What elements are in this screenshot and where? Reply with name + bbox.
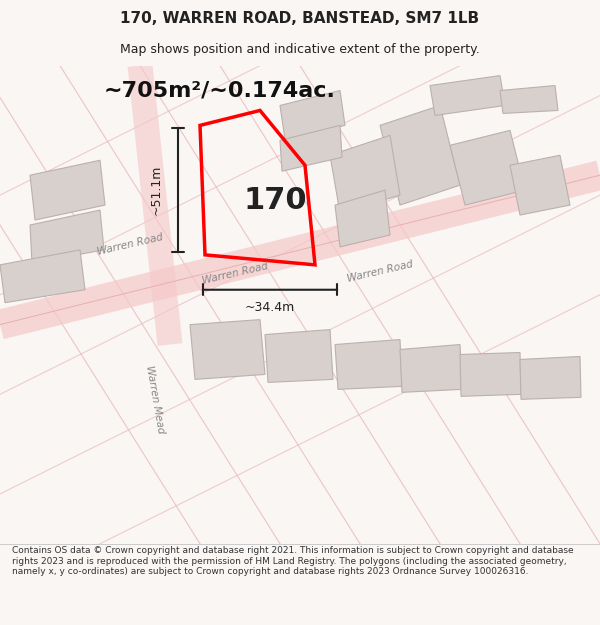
Text: Warren Road: Warren Road xyxy=(201,261,269,286)
Text: ~705m²/~0.174ac.: ~705m²/~0.174ac. xyxy=(104,81,336,101)
Polygon shape xyxy=(0,250,85,302)
Polygon shape xyxy=(335,339,402,389)
Polygon shape xyxy=(510,155,570,215)
Text: ~51.1m: ~51.1m xyxy=(149,165,163,216)
Text: 170, WARREN ROAD, BANSTEAD, SM7 1LB: 170, WARREN ROAD, BANSTEAD, SM7 1LB xyxy=(121,11,479,26)
Polygon shape xyxy=(430,76,505,116)
Polygon shape xyxy=(265,329,333,382)
Text: ~34.4m: ~34.4m xyxy=(245,301,295,314)
Polygon shape xyxy=(280,126,342,171)
Text: Warren Road: Warren Road xyxy=(96,232,164,258)
Polygon shape xyxy=(30,160,105,220)
Polygon shape xyxy=(400,344,462,392)
Polygon shape xyxy=(500,86,558,114)
Text: Contains OS data © Crown copyright and database right 2021. This information is : Contains OS data © Crown copyright and d… xyxy=(12,546,574,576)
Polygon shape xyxy=(460,352,521,396)
Polygon shape xyxy=(380,106,460,205)
Polygon shape xyxy=(190,319,265,379)
Polygon shape xyxy=(128,64,182,346)
Polygon shape xyxy=(520,356,581,399)
Text: Warren Road: Warren Road xyxy=(346,259,414,284)
Polygon shape xyxy=(330,136,400,213)
Polygon shape xyxy=(450,131,525,205)
Polygon shape xyxy=(30,210,104,263)
Text: Map shows position and indicative extent of the property.: Map shows position and indicative extent… xyxy=(120,42,480,56)
Polygon shape xyxy=(280,91,345,139)
Polygon shape xyxy=(0,161,600,339)
Text: 170: 170 xyxy=(243,186,307,214)
Polygon shape xyxy=(335,190,390,247)
Text: Warren Mead: Warren Mead xyxy=(144,364,166,434)
